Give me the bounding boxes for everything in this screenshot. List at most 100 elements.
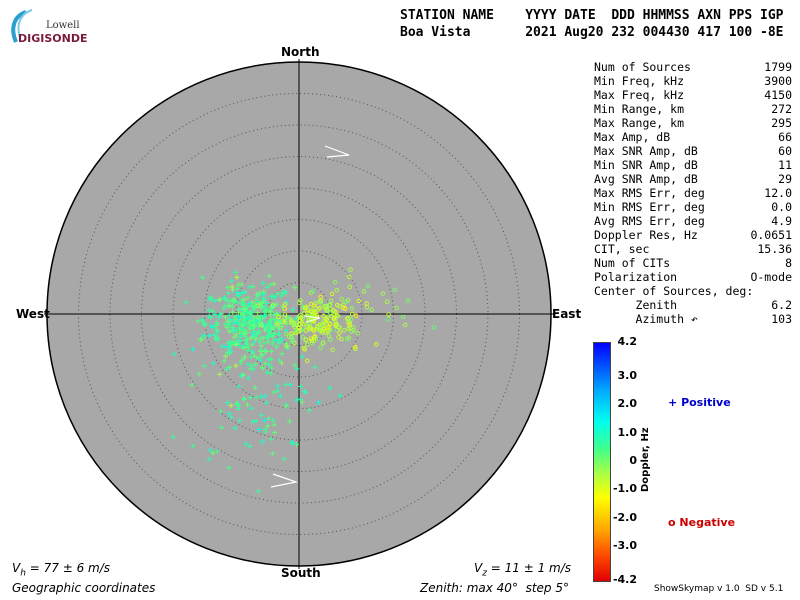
positive-source-marker (212, 298, 218, 304)
negative-source-marker (349, 306, 355, 311)
positive-source-marker (244, 337, 250, 343)
negative-source-marker (351, 324, 356, 330)
positive-source-marker (243, 441, 249, 447)
negative-source-marker (298, 298, 303, 303)
positive-source-marker (230, 309, 236, 315)
negative-source-marker (320, 340, 326, 346)
negative-source-marker (403, 322, 408, 328)
positive-source-marker (241, 314, 247, 320)
positive-source-marker (278, 338, 284, 344)
positive-source-marker (256, 329, 262, 335)
positive-source-marker (237, 329, 243, 335)
negative-source-marker (305, 342, 310, 347)
negative-source-marker (386, 316, 391, 322)
positive-source-marker (258, 347, 264, 353)
stat-value: 1799 (764, 60, 792, 74)
negative-source-marker (315, 325, 320, 330)
positive-source-marker (249, 362, 255, 368)
positive-source-marker (297, 396, 303, 402)
positive-source-marker (226, 344, 232, 350)
positive-source-marker (171, 351, 177, 357)
positive-source-marker (248, 366, 254, 372)
positive-source-marker (236, 320, 242, 326)
negative-source-marker (401, 314, 406, 320)
negative-source-marker (293, 328, 299, 333)
positive-source-marker (209, 297, 215, 303)
negative-source-marker (255, 314, 261, 320)
center-direction-arrow-icon (303, 315, 321, 323)
positive-source-marker (242, 306, 248, 312)
negative-source-marker (405, 298, 411, 303)
positive-source-marker (201, 332, 207, 338)
positive-source-marker (271, 389, 277, 395)
positive-source-marker (269, 341, 275, 347)
negative-source-marker (321, 318, 326, 324)
positive-source-marker (248, 335, 254, 341)
stat-value: 60 (778, 144, 792, 158)
negative-source-marker (308, 326, 313, 331)
positive-source-marker (239, 282, 245, 288)
negative-source-marker (276, 314, 281, 320)
negative-source-marker (353, 346, 358, 352)
negative-source-marker (431, 325, 437, 330)
positive-source-marker (243, 345, 249, 351)
colorbar-tick-label: 3.0 (617, 369, 638, 382)
positive-source-marker (260, 280, 266, 286)
statistics-panel: Num of Sources 1799 Min Freq, kHz 3900 Max F… (594, 60, 792, 326)
positive-source-marker (234, 274, 240, 280)
negative-source-marker (328, 337, 333, 342)
vh-symbol: V (12, 561, 21, 575)
south-label: South (281, 566, 321, 580)
positive-source-marker (281, 456, 287, 462)
colorbar-tick-label: 1.0 (617, 425, 638, 439)
stat-label: CIT, sec (594, 242, 650, 256)
stat-label: Avg RMS Err, deg (594, 214, 705, 228)
negative-source-marker (343, 306, 348, 311)
positive-source-marker (275, 290, 281, 296)
positive-source-marker (258, 412, 264, 418)
positive-source-marker (260, 352, 266, 358)
stat-label: Avg SNR Amp, dB (594, 172, 698, 186)
positive-source-marker (226, 304, 232, 310)
negative-source-marker (318, 345, 323, 351)
stat-row: Min Range, km 272 (594, 102, 792, 116)
positive-source-marker (256, 426, 262, 432)
positive-source-marker (249, 309, 255, 315)
negative-source-marker (348, 316, 354, 322)
stat-label: Min Freq, kHz (594, 74, 685, 88)
positive-source-marker (271, 325, 277, 331)
positive-source-marker (248, 405, 254, 411)
positive-source-marker (234, 285, 240, 291)
positive-source-marker (299, 399, 305, 405)
negative-source-marker (339, 297, 345, 302)
negative-source-marker (337, 325, 342, 330)
positive-source-marker (265, 333, 271, 339)
negative-source-marker (313, 336, 319, 342)
stat-value: 6.2 (771, 298, 792, 312)
positive-source-marker (237, 418, 243, 424)
positive-source-marker (275, 324, 281, 330)
positive-source-marker (290, 440, 296, 446)
positive-source-marker (239, 325, 245, 331)
positive-source-marker (270, 294, 276, 300)
east-label: East (552, 307, 582, 321)
positive-source-marker (218, 408, 224, 414)
positive-source-marker (207, 333, 213, 339)
positive-source-marker (271, 422, 277, 428)
north-label: North (281, 45, 320, 59)
positive-source-marker (282, 290, 288, 296)
negative-source-marker (361, 289, 367, 294)
colorbar-tick-label: -3.0 (612, 539, 637, 552)
positive-source-marker (265, 357, 271, 363)
negative-source-marker (283, 343, 289, 348)
positive-source-marker (262, 327, 268, 333)
negative-source-marker (350, 311, 355, 317)
positive-source-marker (214, 327, 220, 333)
positive-source-marker (214, 322, 220, 328)
positive-source-marker (259, 304, 265, 310)
positive-source-marker (244, 304, 250, 310)
stat-value: 4.9 (771, 214, 792, 228)
positive-source-marker (198, 336, 204, 342)
negative-source-marker (321, 313, 326, 319)
negative-source-marker (327, 310, 333, 316)
